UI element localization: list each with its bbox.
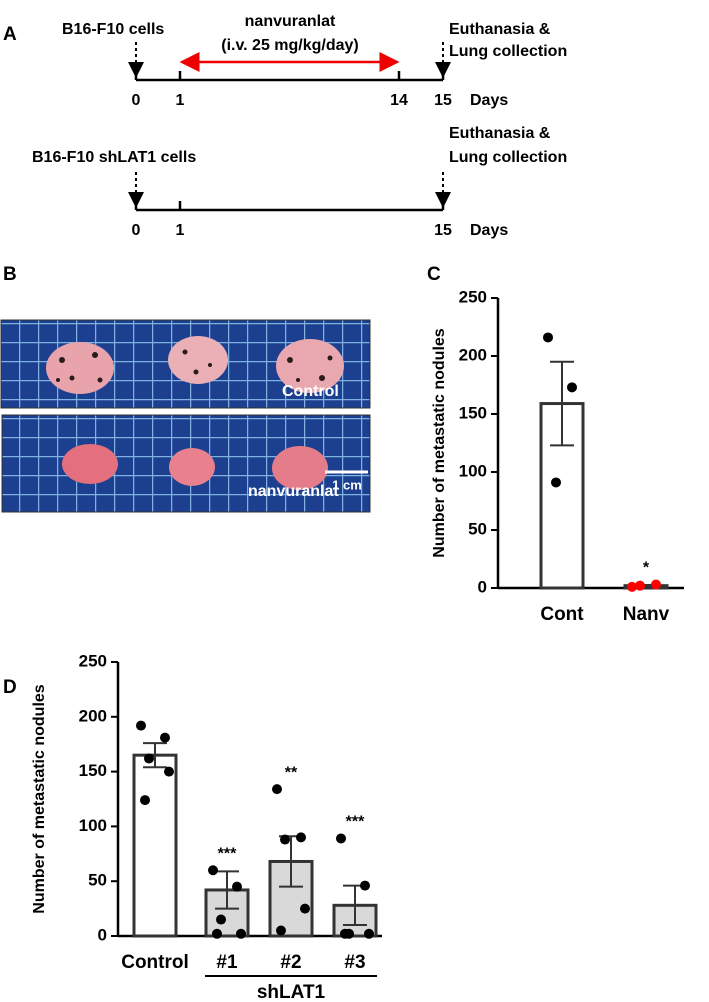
- x-tick-label: Nanv: [623, 604, 670, 625]
- data-point: [364, 928, 374, 939]
- day-label: 1: [176, 222, 185, 239]
- y-tick-label: 50: [468, 519, 487, 538]
- data-point: [164, 766, 174, 777]
- bar: [132, 753, 178, 938]
- data-point: [140, 795, 150, 806]
- panel-letter: D: [3, 677, 17, 698]
- y-axis-label: Number of metastatic nodules: [431, 328, 448, 557]
- x-tick-label: Control: [121, 952, 189, 973]
- x-tick-label: #3: [344, 952, 365, 973]
- day-label: 14: [390, 92, 408, 109]
- day-label: 0: [132, 92, 141, 109]
- data-point: [208, 865, 218, 876]
- day-label: 15: [434, 92, 452, 109]
- data-point: [567, 382, 577, 393]
- endpoint-label: Lung collection: [449, 43, 567, 60]
- data-point: [635, 580, 645, 591]
- group-label: shLAT1: [257, 982, 326, 1002]
- day-label: 1: [176, 92, 185, 109]
- y-tick-label: 100: [79, 816, 107, 835]
- significance: *: [643, 560, 650, 577]
- lung: [272, 446, 328, 490]
- y-tick-label: 0: [98, 925, 107, 944]
- significance: ***: [218, 845, 237, 862]
- cells-label: B16-F10 shLAT1 cells: [32, 149, 196, 166]
- data-point: [551, 477, 561, 488]
- lung: [169, 448, 215, 486]
- lung: [168, 336, 228, 384]
- timeline-2: B16-F10 shLAT1 cells Euthanasia & Lung c…: [32, 125, 567, 239]
- lung: [62, 444, 118, 484]
- timeline-1: B16-F10 cells nanvuranlat (i.v. 25 mg/kg…: [62, 13, 567, 109]
- data-point: [212, 928, 222, 939]
- y-tick-label: 250: [459, 287, 487, 306]
- lung: [46, 342, 114, 394]
- endpoint-label: Lung collection: [449, 149, 567, 166]
- data-point: [300, 903, 310, 914]
- photo-label: Control: [282, 383, 339, 400]
- data-point: [276, 925, 286, 936]
- data-point: [144, 753, 154, 764]
- scale-bar-label: 1 cm: [332, 477, 362, 492]
- y-tick-label: 150: [459, 403, 487, 422]
- data-point: [216, 914, 226, 925]
- bar: [268, 859, 314, 938]
- nodules: [56, 349, 333, 383]
- data-point: [360, 880, 370, 891]
- data-point: [336, 833, 346, 844]
- data-point: [651, 579, 661, 590]
- photo-label: nanvuranlat: [248, 483, 339, 500]
- lung: [276, 339, 344, 393]
- data-point: [340, 928, 350, 939]
- data-point: [627, 581, 637, 592]
- y-tick-label: 250: [79, 651, 107, 670]
- data-point: [160, 732, 170, 743]
- days-unit: Days: [470, 222, 508, 239]
- panel-letter: B: [3, 264, 17, 285]
- data-point: [296, 832, 306, 843]
- endpoint-label: Euthanasia &: [449, 125, 551, 142]
- day-label: 0: [132, 222, 141, 239]
- days-unit: Days: [470, 92, 508, 109]
- y-axis-label: Number of metastatic nodules: [31, 684, 48, 913]
- y-tick-label: 200: [459, 345, 487, 364]
- y-tick-label: 0: [478, 577, 487, 596]
- x-tick-label: #1: [216, 952, 238, 973]
- data-point: [232, 881, 242, 892]
- x-tick-label: #2: [280, 952, 301, 973]
- data-point: [543, 332, 553, 343]
- panel-letter: A: [3, 24, 17, 45]
- treatment-label: nanvuranlat: [245, 13, 336, 30]
- panel-letter: C: [427, 264, 441, 285]
- data-point: [236, 928, 246, 939]
- cells-label: B16-F10 cells: [62, 21, 164, 38]
- y-tick-label: 100: [459, 461, 487, 480]
- dose-label: (i.v. 25 mg/kg/day): [221, 37, 359, 54]
- y-tick-label: 150: [79, 761, 107, 780]
- significance: **: [285, 764, 298, 781]
- y-tick-label: 200: [79, 706, 107, 725]
- data-point: [272, 784, 282, 795]
- x-tick-label: Cont: [540, 604, 584, 625]
- data-point: [136, 720, 146, 731]
- y-tick-label: 50: [88, 871, 107, 890]
- day-label: 15: [434, 222, 452, 239]
- significance: ***: [346, 814, 365, 831]
- data-point: [280, 834, 290, 845]
- endpoint-label: Euthanasia &: [449, 21, 551, 38]
- lung-photo: Control 1 cm nanvuranlat: [0, 319, 371, 513]
